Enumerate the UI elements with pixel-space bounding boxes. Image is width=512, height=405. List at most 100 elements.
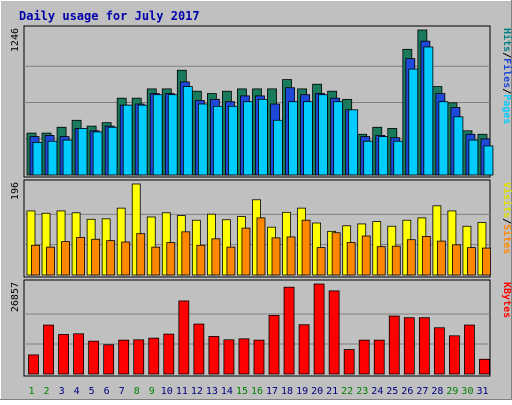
- bar-kbytes-day-1: [28, 354, 39, 375]
- legend-label: /: [501, 88, 512, 94]
- x-tick-label-day-5: 5: [89, 386, 95, 397]
- x-tick-label-day-6: 6: [104, 386, 110, 397]
- bar-kbytes-day-7: [118, 339, 130, 375]
- bar-visits-day-1: [26, 210, 36, 276]
- bar-visits-day-2: [41, 212, 51, 276]
- x-tick-label-day-3: 3: [59, 386, 65, 397]
- bar-sites-day-26: [406, 239, 416, 276]
- x-tick-label-day-11: 11: [176, 386, 188, 397]
- bar-pages-day-19: [303, 101, 313, 176]
- bar-kbytes-day-17: [268, 314, 280, 375]
- bar-pages-day-29: [453, 116, 464, 176]
- panel-kbytes-ymax-label: 26857: [10, 282, 21, 312]
- bar-kbytes-day-31: [479, 358, 490, 375]
- panel-visits-ymax-label: 196: [10, 182, 21, 200]
- legend-label: KBytes: [501, 282, 512, 318]
- bar-pages-day-4: [77, 128, 88, 176]
- x-tick-label-day-18: 18: [281, 386, 293, 397]
- bar-kbytes-day-30: [464, 324, 475, 375]
- bar-pages-day-5: [92, 131, 103, 176]
- bar-pages-day-11: [182, 86, 193, 176]
- bar-kbytes-day-4: [73, 333, 84, 375]
- bar-kbytes-day-26: [403, 317, 415, 375]
- bar-visits-day-9: [146, 216, 156, 276]
- bar-sites-day-28: [436, 240, 446, 276]
- bar-kbytes-day-5: [88, 340, 100, 375]
- bar-sites-day-25: [391, 245, 401, 276]
- bar-sites-day-6: [106, 240, 116, 276]
- bar-sites-day-11: [181, 231, 191, 276]
- x-tick-label-day-30: 30: [461, 386, 473, 397]
- bar-pages-day-21: [333, 101, 344, 176]
- bar-pages-day-30: [468, 139, 479, 176]
- x-tick-label-day-13: 13: [206, 386, 218, 397]
- bar-pages-day-3: [62, 139, 73, 176]
- legend-label: Pages: [501, 94, 512, 124]
- x-tick-label-day-25: 25: [386, 386, 398, 397]
- bar-sites-day-9: [151, 246, 161, 276]
- bar-pages-day-17: [273, 119, 283, 176]
- bar-kbytes-day-24: [373, 339, 385, 375]
- bar-pages-day-12: [197, 103, 208, 176]
- bar-sites-day-7: [121, 241, 131, 276]
- bar-sites-day-12: [196, 244, 206, 276]
- x-tick-label-day-31: 31: [476, 386, 488, 397]
- bar-kbytes-day-21: [328, 290, 340, 375]
- bar-pages-day-8: [137, 104, 148, 176]
- bar-pages-day-26: [408, 68, 419, 176]
- bar-sites-day-23: [361, 235, 371, 276]
- bar-kbytes-day-20: [313, 283, 325, 375]
- bar-visits-day-7: [116, 207, 126, 276]
- legend-label: Sites: [501, 224, 512, 254]
- bar-sites-day-8: [136, 233, 146, 276]
- bar-pages-day-1: [32, 142, 43, 176]
- legend-label: Files: [501, 58, 512, 88]
- panel-hits-ymax-label: 1246: [10, 28, 21, 52]
- bar-pages-day-22: [348, 109, 359, 176]
- chart-title: Daily usage for July 2017: [19, 9, 200, 23]
- bar-kbytes-day-18: [283, 286, 295, 375]
- bar-pages-day-9: [152, 94, 163, 176]
- bar-sites-day-3: [61, 241, 70, 276]
- bar-sites-day-29: [452, 244, 461, 276]
- bar-kbytes-day-10: [163, 333, 175, 375]
- bar-kbytes-day-27: [418, 317, 430, 375]
- bar-visits-day-8: [131, 183, 141, 276]
- bar-pages-day-25: [393, 140, 404, 176]
- legend-label: Visits: [501, 182, 512, 218]
- x-tick-label-day-23: 23: [356, 386, 368, 397]
- bar-kbytes-day-22: [343, 349, 355, 375]
- bar-pages-day-15: [243, 101, 253, 176]
- bar-kbytes-day-15: [238, 338, 250, 375]
- bar-pages-day-20: [318, 94, 329, 176]
- x-tick-label-day-28: 28: [431, 386, 443, 397]
- bar-kbytes-day-16: [253, 339, 265, 375]
- bar-sites-day-10: [166, 242, 176, 276]
- bar-kbytes-day-6: [103, 344, 115, 375]
- bar-kbytes-day-19: [298, 324, 310, 375]
- bar-sites-day-21: [331, 232, 341, 276]
- legend-label: /: [501, 218, 512, 224]
- bar-pages-day-27: [423, 46, 434, 176]
- panel-kbytes: 26857 KBytes: [10, 279, 512, 377]
- bar-sites-day-1: [31, 244, 40, 276]
- bar-sites-day-20: [316, 247, 326, 276]
- bar-sites-day-30: [467, 247, 476, 276]
- bar-sites-day-13: [211, 238, 221, 276]
- bar-sites-day-16: [256, 217, 266, 276]
- bar-sites-day-15: [241, 227, 251, 276]
- bar-kbytes-day-9: [148, 337, 160, 375]
- bar-sites-day-2: [46, 246, 55, 276]
- x-tick-label-day-15: 15: [236, 386, 248, 397]
- x-tick-label-day-1: 1: [29, 386, 35, 397]
- x-tick-label-day-14: 14: [221, 386, 233, 397]
- panel-kbytes-legend: KBytes: [501, 282, 512, 318]
- panel-visits: 196 Visits/Sites: [10, 179, 512, 278]
- bar-sites-day-24: [376, 246, 386, 276]
- bar-sites-day-18: [286, 236, 296, 276]
- bar-sites-day-17: [271, 237, 281, 276]
- bar-pages-day-23: [363, 140, 374, 176]
